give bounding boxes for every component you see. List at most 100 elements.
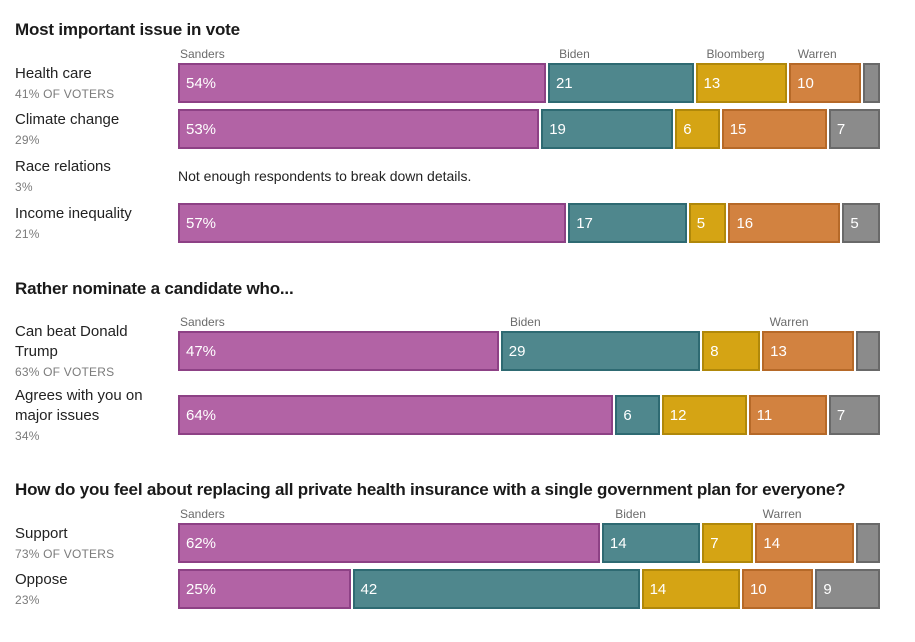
bar-segment-bloomberg: 5: [688, 203, 727, 243]
segment-value: 6: [623, 406, 632, 424]
row-sublabel: 73% OF VOTERS: [15, 547, 115, 561]
row-label-block: Climate change 29%: [15, 110, 178, 148]
bar-area: Sanders Biden Warren 47% 29 8 13: [178, 315, 880, 371]
section-title: Rather nominate a candidate who...: [15, 279, 294, 298]
segment-value: 14: [649, 580, 667, 598]
row-label: Income inequality: [15, 205, 132, 222]
segment-value: 62%: [186, 534, 217, 552]
bar-segment-warren: 15: [721, 109, 827, 149]
candidate-label: Warren: [762, 507, 802, 521]
segment-value: 13: [703, 74, 721, 92]
bar-segment-biden: 42: [352, 569, 640, 609]
stacked-bar: 62% 14 7 14: [178, 523, 880, 563]
bar-area: 53% 19 6 15 7: [178, 109, 880, 149]
bar-segment-bloomberg: 13: [695, 63, 788, 103]
chart-section: Most important issue in vote Health care 4…: [15, 17, 881, 243]
candidate-label: Bloomberg: [706, 47, 765, 61]
candidate-label: Sanders: [180, 315, 225, 329]
candidate-label: Sanders: [180, 47, 225, 61]
stacked-bar: 57% 17 5 16 5: [178, 203, 881, 243]
chart-row: Climate change 29% 53% 19 6 15 7: [15, 109, 880, 149]
segment-value: 57%: [186, 214, 217, 232]
candidate-label: Sanders: [180, 507, 225, 521]
segment-value: 6: [683, 120, 692, 138]
candidate-labels: Sanders Biden Bloomberg Warren: [178, 47, 880, 61]
segment-value: 14: [763, 534, 781, 552]
bar-segment-biden: 21: [547, 63, 694, 103]
segment-value: 11: [756, 406, 773, 424]
bar-segment-sanders: 57%: [178, 203, 567, 243]
row-sublabel: 29%: [15, 133, 40, 147]
bar-segment-warren: 11: [748, 395, 827, 435]
chart-row: Support 73% OF VOTERS Sanders Biden Warren 62…: [15, 507, 880, 563]
row-note: Not enough respondents to break down det…: [178, 168, 472, 184]
row-label-block: Race relations 3%: [15, 157, 178, 195]
stacked-bar: 47% 29 8 13: [178, 331, 880, 371]
bar-segment-warren: 13: [762, 331, 854, 371]
section-title: How do you feel about replacing all priv…: [15, 480, 846, 499]
segment-value: 17: [576, 214, 593, 232]
segment-value: 42: [360, 580, 378, 598]
bar-segment-sanders: 62%: [178, 523, 600, 563]
bar-segment-bloomberg: 12: [661, 395, 747, 435]
bar-segment-bloomberg: 14: [641, 569, 740, 609]
segment-value: 7: [836, 406, 846, 424]
segment-value: 9: [823, 580, 832, 598]
segment-value: 5: [696, 214, 706, 232]
bar-segment-other: [855, 523, 880, 563]
bar-area: Sanders Biden Warren 62% 14 7 14: [178, 507, 880, 563]
segment-value: 13: [770, 342, 787, 360]
candidate-labels: Sanders Biden Warren: [178, 315, 880, 329]
candidate-label: Warren: [797, 47, 837, 61]
bar-segment-biden: 29: [500, 331, 701, 371]
segment-value: 10: [749, 580, 767, 598]
segment-value: 47%: [186, 342, 217, 360]
chart-row: Race relations 3% Not enough respondents t…: [15, 155, 880, 197]
segment-value: 19: [549, 120, 566, 138]
section-title: Most important issue in vote: [15, 20, 240, 39]
chart-section: Rather nominate a candidate who... Can be…: [15, 276, 880, 444]
row-sublabel: 41% OF VOTERS: [15, 87, 115, 101]
segment-value: 21: [555, 74, 573, 92]
candidate-label: Biden: [559, 47, 590, 61]
segment-value: 64%: [186, 406, 217, 424]
bar-segment-biden: 17: [568, 203, 687, 243]
bar-segment-biden: 19: [541, 109, 674, 149]
bar-segment-other: 7: [828, 109, 880, 149]
row-label: Can beat Donald Trump: [15, 323, 128, 360]
bar-segment-other: [855, 331, 880, 371]
row-label: Agrees with you on major issues: [15, 387, 143, 424]
chart-row: Can beat Donald Trump 63% OF VOTERS Sander…: [15, 315, 880, 380]
segment-value: 8: [710, 342, 719, 360]
segment-value: 5: [850, 214, 859, 232]
row-sublabel: 23%: [15, 593, 40, 607]
stacked-bar: 25% 42 14 10 9: [178, 569, 880, 609]
candidate-label: Biden: [509, 315, 541, 329]
segment-value: 16: [736, 214, 754, 232]
segment-value: 53%: [186, 120, 217, 138]
bar-segment-bloomberg: 8: [702, 331, 761, 371]
bar-segment-other: [862, 63, 881, 103]
row-label: Support: [15, 525, 68, 542]
segment-value: 10: [797, 74, 814, 92]
segment-value: 7: [836, 120, 846, 138]
row-label: Race relations: [15, 158, 111, 175]
bar-segment-sanders: 64%: [178, 395, 614, 435]
chart-row: Income inequality 21% 57% 17 5 16 5: [15, 203, 881, 243]
stacked-bar: 54% 21 13 10: [178, 63, 881, 103]
segment-value: 7: [710, 534, 719, 552]
segment-value: 25%: [186, 580, 217, 598]
row-label: Oppose: [15, 571, 68, 588]
bar-segment-other: 7: [828, 395, 880, 435]
bar-area: Not enough respondents to break down det…: [178, 155, 880, 197]
bar-area: 57% 17 5 16 5: [178, 203, 881, 243]
row-sublabel: 34%: [15, 429, 40, 443]
stacked-bar: 64% 6 12 11 7: [178, 395, 880, 435]
bar-segment-warren: 10: [741, 569, 814, 609]
bar-segment-other: 5: [842, 203, 881, 243]
bar-segment-warren: 10: [789, 63, 861, 103]
bar-segment-warren: 14: [755, 523, 854, 563]
bar-area: 25% 42 14 10 9: [178, 569, 880, 609]
bar-segment-warren: 16: [728, 203, 841, 243]
